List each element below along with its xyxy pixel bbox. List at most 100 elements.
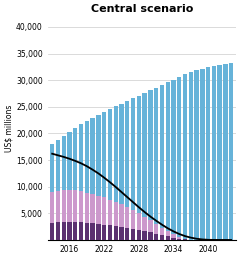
Bar (142, 93, 147, 217)
Bar (200, 69, 204, 240)
Bar (50, 192, 54, 240)
Bar (148, 232, 153, 240)
Bar (79, 124, 83, 240)
Bar (96, 115, 101, 240)
Bar (67, 222, 72, 240)
Bar (137, 96, 141, 213)
Bar (171, 80, 176, 240)
Bar (223, 64, 228, 240)
Bar (166, 82, 170, 240)
Bar (56, 140, 60, 240)
Bar (142, 93, 147, 240)
Bar (85, 121, 89, 192)
Bar (229, 63, 233, 240)
Bar (50, 223, 54, 240)
Bar (96, 196, 101, 240)
Bar (200, 69, 204, 240)
Bar (183, 239, 187, 240)
Bar (73, 222, 78, 240)
Bar (131, 98, 135, 210)
Bar (171, 234, 176, 240)
Bar (160, 228, 164, 240)
Bar (85, 121, 89, 240)
Bar (108, 109, 112, 199)
Bar (67, 132, 72, 240)
Bar (119, 104, 124, 240)
Bar (90, 194, 95, 240)
Bar (73, 190, 78, 240)
Bar (62, 136, 66, 240)
Bar (177, 77, 181, 240)
Bar (217, 65, 222, 240)
Bar (160, 235, 164, 240)
Bar (171, 238, 176, 240)
Bar (85, 223, 89, 240)
Bar (125, 101, 129, 240)
Bar (114, 226, 118, 240)
Bar (90, 118, 95, 194)
Bar (206, 67, 210, 240)
Bar (212, 66, 216, 240)
Bar (73, 128, 78, 240)
Y-axis label: US$ millions: US$ millions (4, 104, 13, 152)
Bar (206, 67, 210, 240)
Bar (177, 239, 181, 240)
Bar (114, 106, 118, 240)
Bar (189, 72, 193, 240)
Bar (142, 217, 147, 240)
Bar (56, 140, 60, 191)
Bar (119, 227, 124, 240)
Bar (114, 202, 118, 240)
Bar (142, 231, 147, 240)
Bar (148, 220, 153, 240)
Bar (96, 224, 101, 240)
Bar (160, 85, 164, 228)
Bar (102, 112, 106, 197)
Bar (56, 191, 60, 240)
Bar (119, 104, 124, 204)
Bar (67, 132, 72, 190)
Bar (50, 144, 54, 192)
Bar (108, 225, 112, 240)
Bar (125, 101, 129, 207)
Bar (166, 82, 170, 231)
Bar (79, 222, 83, 240)
Bar (67, 190, 72, 240)
Bar (154, 224, 158, 240)
Bar (90, 223, 95, 240)
Bar (166, 231, 170, 240)
Bar (62, 136, 66, 190)
Bar (50, 144, 54, 240)
Bar (125, 228, 129, 240)
Bar (194, 70, 199, 240)
Bar (137, 213, 141, 240)
Bar (166, 236, 170, 240)
Bar (160, 85, 164, 240)
Bar (96, 115, 101, 196)
Bar (108, 109, 112, 240)
Bar (114, 106, 118, 202)
Bar (154, 88, 158, 240)
Bar (217, 65, 222, 240)
Bar (183, 74, 187, 239)
Bar (62, 222, 66, 240)
Bar (73, 128, 78, 190)
Bar (85, 192, 89, 240)
Bar (79, 124, 83, 191)
Bar (194, 70, 199, 240)
Bar (125, 207, 129, 240)
Bar (137, 230, 141, 240)
Bar (90, 118, 95, 240)
Title: Central scenario: Central scenario (90, 4, 193, 14)
Bar (131, 98, 135, 240)
Bar (56, 222, 60, 240)
Bar (183, 74, 187, 240)
Bar (148, 90, 153, 240)
Bar (171, 80, 176, 234)
Bar (102, 224, 106, 240)
Bar (223, 64, 228, 240)
Bar (102, 197, 106, 240)
Bar (131, 210, 135, 240)
Bar (108, 199, 112, 240)
Bar (177, 237, 181, 240)
